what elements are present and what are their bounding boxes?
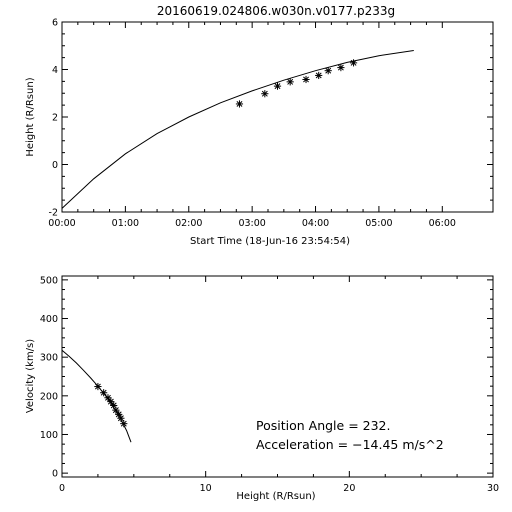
velocity-height-data-point [120,420,128,428]
velocity-height-fit-curve [61,349,132,443]
height-time-x-tick-label: 01:00 [112,218,139,229]
velocity-height-data-point [100,389,108,397]
height-time-x-tick-label: 03:00 [238,218,265,229]
height-time-y-tick-label: 0 [52,160,58,171]
height-time-data-point [315,71,323,80]
velocity-height-x-tick-label: 0 [59,483,65,494]
velocity-height-x-axis-label: Height (R/Rsun) [236,491,315,502]
velocity-height-y-tick-label: 0 [52,469,58,480]
height-time-x-tick-label: 00:00 [48,218,75,229]
velocity-height-y-axis-label: Velocity (km/s) [25,339,36,413]
height-time-ticks: 00:00 01:00 02:00 03:00 04:00 05:00 06:00 -2 0 2 4… [48,18,493,229]
position-angle-annotation: Position Angle = 232. [256,418,390,433]
velocity-height-series [61,349,132,443]
velocity-height-x-tick-label: 30 [487,483,499,494]
height-time-plot-frame [61,21,494,213]
velocity-height-y-tick-label: 500 [40,275,58,286]
height-time-x-tick-label: 02:00 [175,218,202,229]
height-time-y-axis-label: Height (R/Rsun) [25,77,36,156]
height-time-y-tick-label: 4 [52,65,58,76]
velocity-height-data-point [117,414,125,422]
velocity-height-y-tick-label: 200 [40,391,58,402]
height-time-y-tick-label: 6 [52,18,58,29]
velocity-height-x-tick-label: 10 [200,483,212,494]
velocity-height-data-point [112,406,120,414]
height-time-data-point [286,78,294,86]
height-time-data-point [261,90,269,98]
velocity-height-y-tick-label: 400 [40,314,58,325]
height-time-x-axis-label: Start Time (18-Jun-16 23:54:54) [190,236,350,247]
height-time-fit-curve [61,50,414,209]
height-time-x-tick-label: 05:00 [365,218,392,229]
velocity-height-y-tick-label: 100 [40,430,58,441]
height-time-data-point [337,64,345,72]
acceleration-annotation: Acceleration = −14.45 m/s^2 [256,437,444,452]
height-time-data-point [324,67,332,75]
height-time-data-point [273,82,282,90]
height-time-x-tick-label: 04:00 [302,218,329,229]
height-time-data-point [302,75,310,84]
velocity-height-x-tick-label: 20 [343,483,355,494]
height-time-panel: 00:00 01:00 02:00 03:00 04:00 05:00 06:00 -2 0 2 4… [25,18,494,247]
velocity-height-y-tick-label: 300 [40,353,58,364]
height-time-data-point [349,59,358,67]
velocity-height-data-point [107,398,115,406]
chart-title: 20160619.024806.w030n.v0177.p233g [157,4,395,18]
height-time-series [61,50,414,209]
height-time-x-tick-label: 06:00 [429,218,456,229]
velocity-height-data-point [104,394,112,402]
velocity-height-data-point [94,382,102,391]
height-time-y-tick-label: -2 [49,208,58,219]
height-time-data-point [235,100,244,108]
height-time-y-tick-label: 2 [52,113,58,124]
